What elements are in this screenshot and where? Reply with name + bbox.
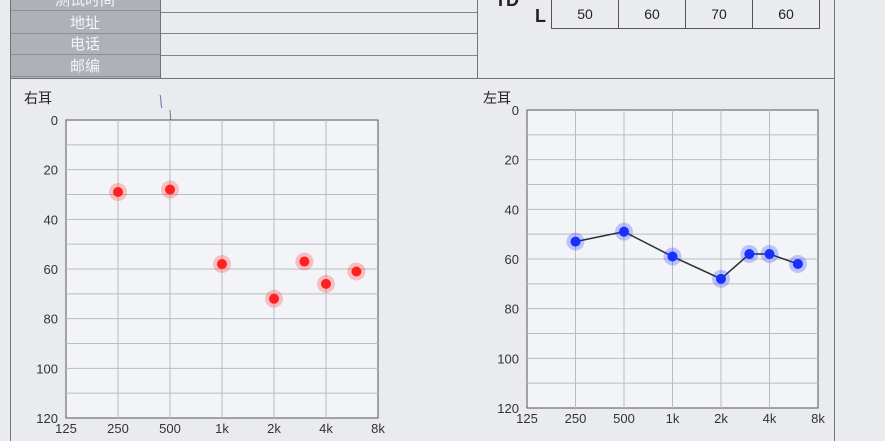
td-value-cell: 60 — [619, 0, 686, 28]
form-row-test-time: 测试时间 — [10, 0, 160, 11]
frame-right — [834, 0, 835, 441]
right-ear-y-tick-label: 40 — [44, 212, 58, 227]
left-ear-data-point — [792, 258, 803, 269]
left-ear-data-point — [744, 249, 755, 260]
left-ear-y-tick-label: 0 — [512, 103, 519, 118]
right-ear-x-tick-label: 8k — [371, 421, 385, 436]
frame-left — [10, 0, 11, 441]
form-value-column — [160, 0, 478, 78]
right-ear-title: 右耳 — [24, 91, 52, 107]
right-ear-data-point — [299, 256, 310, 267]
left-ear-y-tick-label: 100 — [497, 351, 519, 366]
right-ear-x-tick-label: 4k — [319, 421, 333, 436]
left-ear-x-tick-label: 8k — [811, 411, 825, 426]
left-ear-x-tick-label: 250 — [565, 411, 587, 426]
left-ear-data-point — [716, 273, 726, 284]
right-ear-y-tick-label: 0 — [51, 113, 58, 128]
left-ear-data-point — [619, 226, 629, 237]
form-row-postcode: 邮编 — [10, 57, 160, 77]
left-ear-y-tick-label: 60 — [505, 252, 519, 267]
left-ear-x-tick-label: 125 — [516, 411, 538, 426]
left-ear-y-tick-label: 40 — [505, 202, 519, 217]
right-ear-data-point — [113, 187, 123, 198]
left-ear-data-point — [570, 236, 581, 247]
left-ear-y-tick-label: 20 — [505, 153, 519, 168]
td-value-cell: 70 — [686, 0, 753, 28]
frame-divider — [10, 78, 835, 79]
l-label: L — [535, 6, 546, 26]
left-ear-x-tick-label: 4k — [763, 411, 777, 426]
right-ear-x-tick-label: 500 — [159, 421, 181, 436]
td-value-cell: 50 — [552, 0, 619, 28]
right-ear-y-tick-label: 120 — [36, 411, 58, 426]
right-ear-x-tick-label: 125 — [55, 421, 77, 436]
right-ear-y-tick-label: 20 — [44, 163, 58, 178]
right-ear-data-point — [165, 184, 175, 195]
td-label: TD — [495, 0, 519, 10]
form-label-column — [10, 0, 160, 78]
left-ear-x-tick-label: 2k — [714, 411, 728, 426]
left-ear-x-tick-label: 1k — [666, 411, 680, 426]
right-ear-y-tick-label: 60 — [44, 262, 58, 277]
td-value-cell: 60 — [753, 0, 820, 28]
left-ear-x-tick-label: 500 — [613, 411, 635, 426]
right-ear-data-point — [351, 266, 362, 277]
left-ear-y-tick-label: 80 — [505, 302, 519, 317]
right-ear-data-point — [217, 259, 227, 270]
right-ear-data-point — [269, 293, 279, 304]
left-ear-title: 左耳 — [483, 91, 511, 107]
td-value-table: 50 60 70 60 — [551, 0, 820, 29]
right-ear-x-tick-label: 1k — [215, 421, 229, 436]
form-row-phone: 电话 — [10, 35, 160, 55]
left-ear-data-point — [764, 249, 775, 260]
right-ear-y-tick-label: 100 — [36, 361, 58, 376]
right-ear-data-point — [321, 278, 331, 289]
left-ear-y-tick-label: 120 — [497, 401, 519, 416]
right-ear-x-tick-label: 250 — [107, 421, 129, 436]
form-labels: 测试时间 地址 电话 邮编 — [10, 0, 160, 78]
right-ear-y-tick-label: 80 — [44, 312, 58, 327]
form-row-address: 地址 — [10, 14, 160, 34]
right-ear-x-tick-label: 2k — [267, 421, 281, 436]
left-ear-data-point — [667, 251, 678, 262]
